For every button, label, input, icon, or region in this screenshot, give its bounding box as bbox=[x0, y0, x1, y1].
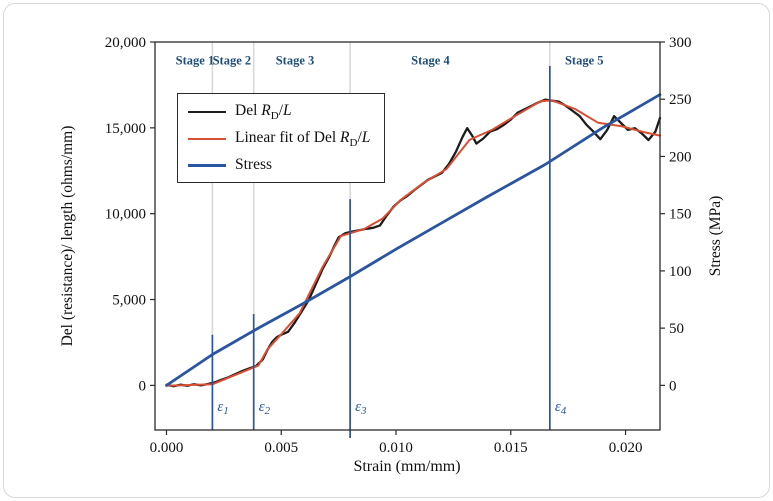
y-right-tick-label: 0 bbox=[669, 378, 677, 394]
y-left-tick-label: 10,000 bbox=[105, 207, 146, 223]
stage-label: Stage 3 bbox=[276, 53, 315, 67]
y-axis-right-ticks: 0 50 100 150 200 250 300 bbox=[660, 35, 692, 394]
x-axis-ticks: 0.000 0.005 0.010 0.015 0.020 bbox=[150, 430, 643, 456]
epsilon-marker-lines: ε1 ε2 ε3 ε4 bbox=[211, 66, 567, 438]
x-tick-label: 0.015 bbox=[494, 440, 528, 456]
stage-label: Stage 2 bbox=[213, 53, 252, 67]
y-right-tick-label: 200 bbox=[669, 149, 692, 165]
y-right-tick-label: 300 bbox=[669, 35, 692, 51]
epsilon-label-1: ε1 bbox=[217, 399, 228, 417]
stage-label: Stage 1 bbox=[176, 53, 215, 67]
stage-label: Stage 4 bbox=[411, 53, 450, 67]
x-tick-label: 0.010 bbox=[379, 440, 413, 456]
epsilon-label-3: ε3 bbox=[355, 399, 367, 417]
y-axis-label-right: Stress (MPa) bbox=[707, 195, 724, 277]
plot-frame bbox=[154, 41, 661, 431]
x-axis-label: Strain (mm/mm) bbox=[353, 458, 461, 475]
series-linear-fit-of-del-r-d-l bbox=[165, 99, 661, 387]
legend-swatch-line bbox=[188, 163, 226, 167]
y-left-tick-label: 5,000 bbox=[112, 293, 146, 309]
legend-label: Stress bbox=[235, 156, 273, 174]
x-tick-label: 0.020 bbox=[609, 440, 643, 456]
y-right-tick-label: 100 bbox=[669, 264, 692, 280]
epsilon-label-4: ε4 bbox=[555, 399, 567, 417]
y-right-tick-label: 150 bbox=[669, 207, 692, 223]
y-right-tick-label: 250 bbox=[669, 92, 692, 108]
x-tick-label: 0.005 bbox=[264, 440, 298, 456]
legend-box: Del RD/L Linear fit of Del RD/L Stress bbox=[177, 93, 386, 184]
epsilon-label-2: ε2 bbox=[259, 399, 271, 417]
x-tick-label: 0.000 bbox=[150, 440, 184, 456]
legend-item: Linear fit of Del RD/L bbox=[188, 129, 370, 149]
y-left-tick-label: 20,000 bbox=[105, 35, 146, 51]
series-stress bbox=[165, 93, 662, 387]
y-left-tick-label: 0 bbox=[139, 378, 147, 394]
y-left-tick-label: 15,000 bbox=[105, 121, 146, 137]
legend-item: Del RD/L bbox=[188, 102, 370, 122]
legend-label: Del RD/L bbox=[235, 102, 292, 123]
y-axis-left-ticks: 0 5,000 10,000 15,000 20,000 bbox=[105, 35, 155, 394]
legend-swatch-line bbox=[188, 138, 226, 141]
y-right-tick-label: 50 bbox=[669, 321, 684, 337]
legend-item: Stress bbox=[188, 156, 370, 174]
stage-label: Stage 5 bbox=[565, 53, 604, 67]
y-axis-label-left: Del (resistance)/ length (ohms/mm) bbox=[59, 125, 76, 347]
legend-label: Linear fit of Del RD/L bbox=[235, 129, 371, 150]
legend-swatch-line bbox=[188, 110, 226, 114]
